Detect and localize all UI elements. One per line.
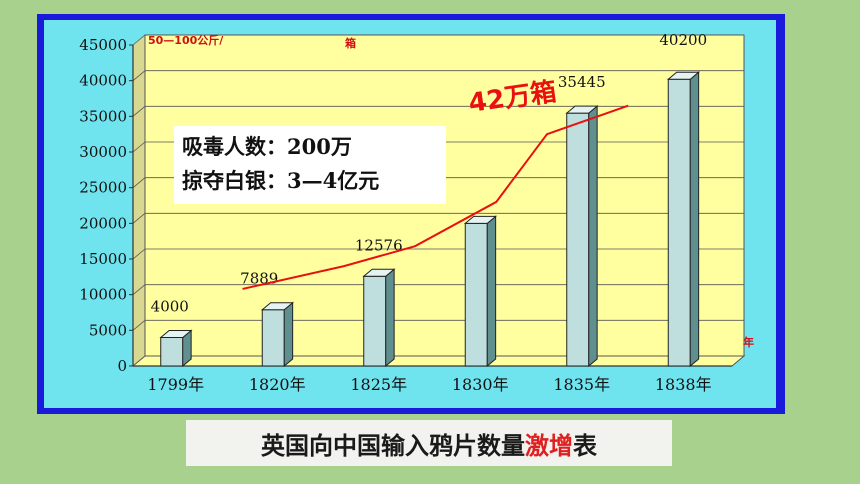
caption-highlight-2: 增: [549, 431, 573, 460]
bar-top: [362, 268, 396, 277]
y-tick-label: 0: [117, 357, 127, 375]
y-unit-label: 50—100公斤/: [148, 33, 224, 47]
caption-highlight-1: 激: [525, 431, 549, 460]
left-wall: [133, 35, 145, 366]
y-tick-label: 10000: [79, 286, 127, 304]
y-unit-label-2: 箱: [345, 36, 356, 50]
data-label: 4000: [151, 297, 189, 315]
y-tick-label: 15000: [79, 250, 127, 268]
info-box: 吸毒人数：200万 掠夺白银：3—4亿元: [174, 126, 446, 204]
y-tick-label: 35000: [79, 107, 127, 125]
bar-side: [689, 71, 700, 368]
bar-side: [283, 301, 294, 368]
bar-top: [159, 329, 193, 338]
bar: [566, 112, 590, 367]
grid-diagonal: [132, 248, 146, 260]
bar-top: [666, 71, 701, 80]
bar: [363, 275, 387, 367]
x-unit-label: 年: [743, 335, 754, 349]
data-label: 12576: [355, 236, 403, 254]
y-tick-label: 30000: [79, 143, 127, 161]
x-tick-label: 1830年: [452, 375, 509, 394]
grid-diagonal: [132, 106, 146, 117]
bar-top: [463, 215, 498, 224]
grid-diagonal: [132, 213, 146, 224]
bar-side: [486, 215, 497, 368]
bar-side: [588, 105, 598, 368]
x-tick-label: 1825年: [350, 375, 407, 394]
grid-diagonal: [132, 141, 146, 153]
x-tick-label: 1835年: [553, 375, 610, 394]
grid-diagonal: [132, 177, 146, 188]
y-tick-label: 20000: [79, 214, 127, 232]
addicts-text: 吸毒人数：200万: [182, 134, 352, 159]
trend-line: [242, 104, 629, 290]
grid-diagonal: [132, 284, 146, 295]
bar-top: [565, 105, 599, 114]
y-tick-label: 25000: [79, 179, 127, 197]
y-tick-label: 45000: [79, 36, 127, 54]
grid-diagonal: [132, 70, 146, 81]
data-label: 35445: [558, 73, 606, 91]
bar-side: [385, 268, 395, 368]
data-label: 40200: [659, 31, 707, 49]
bar-top: [260, 302, 295, 311]
y-tick-label: 5000: [89, 321, 127, 339]
grid-diagonal: [132, 34, 146, 46]
silver-text: 掠夺白银：3—4亿元: [182, 168, 380, 193]
caption-end: 表: [573, 431, 597, 460]
x-tick-label: 1838年: [655, 375, 712, 394]
bar: [464, 222, 488, 367]
floor: [131, 355, 746, 367]
y-tick-label: 40000: [79, 72, 127, 90]
bar: [261, 309, 285, 367]
x-tick-label: 1799年: [147, 375, 204, 394]
x-tick-label: 1820年: [249, 375, 306, 394]
bar: [667, 78, 691, 367]
chart-caption: 英国向中国输入鸦片数量激增表: [186, 420, 672, 466]
grid-diagonal: [132, 320, 146, 331]
caption-text: 英国向中国输入鸦片数量: [261, 431, 525, 460]
bar: [160, 336, 184, 367]
